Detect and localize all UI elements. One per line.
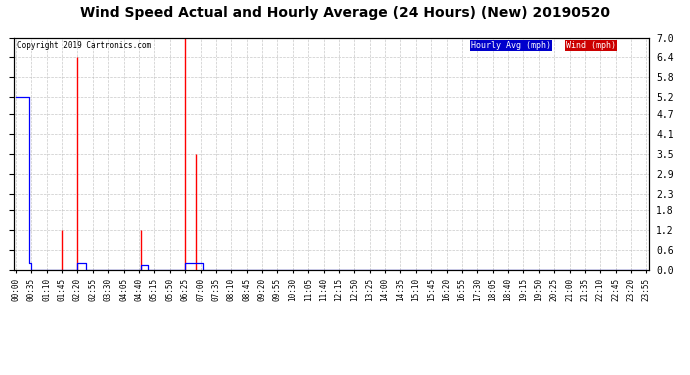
Text: Wind Speed Actual and Hourly Average (24 Hours) (New) 20190520: Wind Speed Actual and Hourly Average (24… (80, 6, 610, 20)
Text: Copyright 2019 Cartronics.com: Copyright 2019 Cartronics.com (17, 41, 151, 50)
Text: Hourly Avg (mph): Hourly Avg (mph) (471, 41, 551, 50)
Text: Wind (mph): Wind (mph) (566, 41, 616, 50)
